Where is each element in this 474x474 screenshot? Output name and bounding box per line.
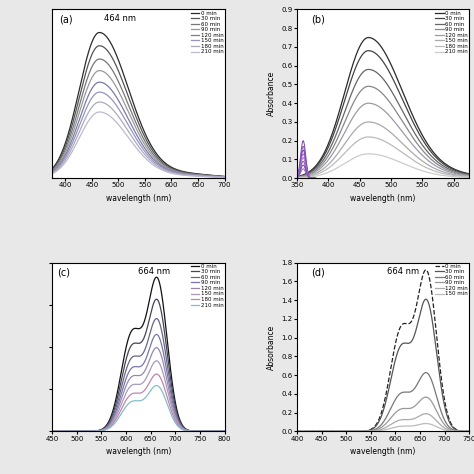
Y-axis label: Absorbance: Absorbance bbox=[267, 324, 276, 370]
Text: 464 nm: 464 nm bbox=[104, 14, 136, 23]
X-axis label: wavelength (nm): wavelength (nm) bbox=[106, 194, 171, 203]
Legend: 0 min, 30 min, 60 min, 90 min, 120 min, 150 min, 180 min, 210 min: 0 min, 30 min, 60 min, 90 min, 120 min, … bbox=[435, 10, 469, 55]
Legend: 0 min, 30 min, 60 min, 90 min, 120 min, 150 min, 180 min, 210 min: 0 min, 30 min, 60 min, 90 min, 120 min, … bbox=[190, 10, 224, 55]
Text: (d): (d) bbox=[310, 268, 324, 278]
X-axis label: wavelength (nm): wavelength (nm) bbox=[350, 447, 416, 456]
Text: 664 nm: 664 nm bbox=[386, 267, 419, 276]
Text: 664 nm: 664 nm bbox=[138, 267, 171, 276]
Text: (c): (c) bbox=[57, 268, 70, 278]
Text: (b): (b) bbox=[310, 15, 325, 25]
Text: (a): (a) bbox=[59, 15, 73, 25]
X-axis label: wavelength (nm): wavelength (nm) bbox=[106, 447, 171, 456]
Legend: 0 min, 30 min, 60 min, 90 min, 120 min, 150 min, 180 min, 210 min: 0 min, 30 min, 60 min, 90 min, 120 min, … bbox=[190, 263, 224, 308]
X-axis label: wavelength (nm): wavelength (nm) bbox=[350, 194, 416, 203]
Y-axis label: Absorbance: Absorbance bbox=[267, 71, 276, 117]
Legend: 0 min, 30 min, 60 min, 90 min, 120 min, 150 min: 0 min, 30 min, 60 min, 90 min, 120 min, … bbox=[435, 263, 469, 297]
